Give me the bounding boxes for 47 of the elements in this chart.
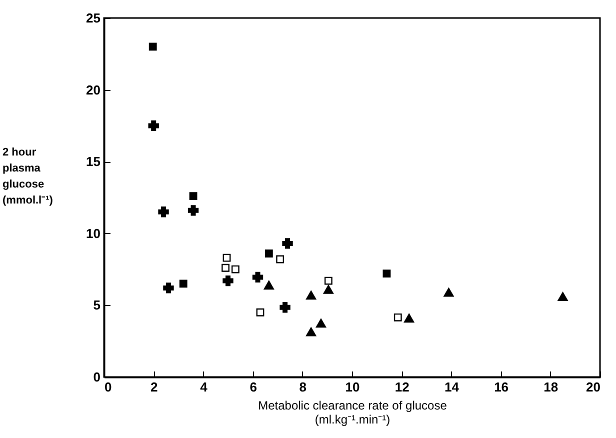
point	[163, 282, 174, 294]
point	[148, 42, 157, 51]
x-tick-label: 16	[494, 380, 509, 394]
point	[222, 254, 231, 262]
point	[282, 238, 293, 249]
point	[264, 250, 273, 258]
point	[231, 265, 240, 274]
x-tick-label: 18	[544, 380, 558, 394]
y-tick-label: 25	[86, 10, 100, 26]
point	[222, 275, 234, 286]
point	[188, 205, 199, 216]
y-tick-label: 0	[93, 370, 100, 384]
x-tick-label: 20	[586, 380, 600, 394]
x-axis-title: Metabolic clearance rate of glucose (ml.kg⁻¹.min⁻¹)	[258, 398, 448, 426]
point	[324, 276, 332, 285]
point	[252, 272, 264, 283]
point	[323, 284, 334, 294]
point	[444, 288, 454, 297]
point	[264, 280, 274, 290]
x-tick-label: 4	[200, 380, 208, 394]
x-tick-label: 10	[345, 380, 360, 394]
x-tick-label: 8	[299, 380, 307, 394]
y-tick-label: 5	[93, 298, 100, 313]
point	[158, 206, 169, 218]
x-tick-label: 6	[250, 380, 257, 394]
x-tick-label: 14	[444, 380, 460, 394]
point	[316, 318, 326, 328]
point	[222, 264, 230, 272]
point	[256, 308, 264, 316]
point	[306, 327, 316, 336]
point	[558, 292, 568, 302]
y-axis-title: 2 hour plasma glucose (mmol.l⁻¹)	[2, 146, 54, 206]
point	[280, 302, 290, 313]
y-tick-label: 10	[86, 226, 100, 241]
point	[148, 120, 159, 132]
point	[179, 280, 188, 288]
x-tick-label: 2	[150, 380, 158, 394]
point	[189, 192, 198, 200]
point	[276, 255, 284, 264]
point	[404, 314, 414, 323]
y-tick-label: 15	[86, 154, 100, 170]
x-tick-label: 0	[104, 380, 112, 394]
point	[382, 270, 391, 278]
y-tick-label: 20	[86, 82, 100, 98]
x-tick-label: 12	[394, 380, 410, 394]
point	[306, 290, 316, 300]
point	[394, 313, 402, 322]
